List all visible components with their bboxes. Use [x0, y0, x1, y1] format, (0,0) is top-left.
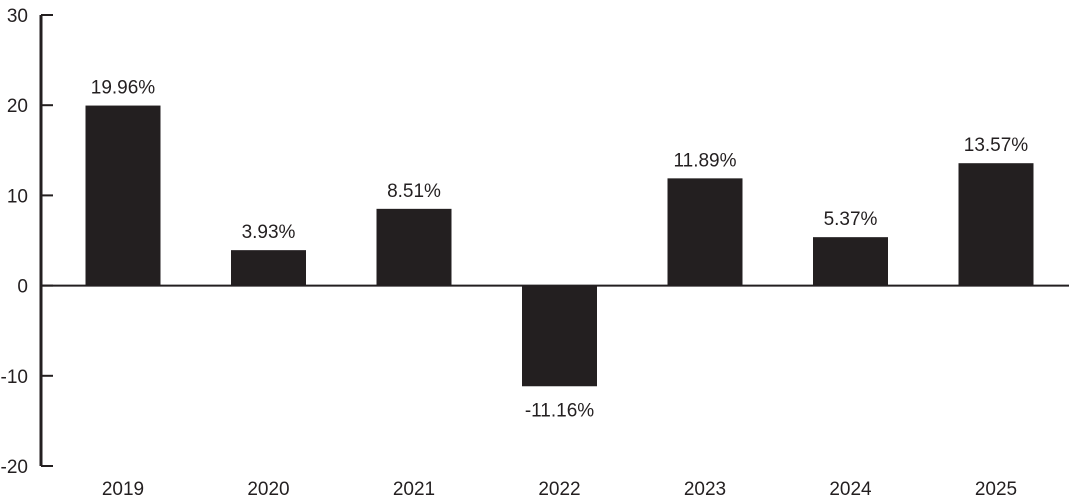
- x-tick-label-2025: 2025: [975, 479, 1017, 500]
- data-label-2020: 3.93%: [242, 222, 296, 243]
- x-tick-label-2023: 2023: [684, 479, 726, 500]
- y-tick-label: 20: [7, 96, 28, 117]
- x-axis: 2019 2020 2021 2022 2023 2024 2025: [41, 284, 1069, 500]
- x-tick-label-2019: 2019: [102, 479, 144, 500]
- bar-2019: [85, 105, 161, 286]
- y-tick-label: 10: [7, 186, 28, 207]
- data-label-2021: 8.51%: [387, 181, 441, 202]
- bar-2020: [231, 250, 306, 286]
- y-axis: 30 20 10 0 -10 -20: [1, 6, 53, 478]
- x-tick-label-2020: 2020: [247, 479, 289, 500]
- data-label-2022: -11.16%: [525, 400, 594, 421]
- data-label-2019: 19.96%: [91, 78, 156, 99]
- x-tick-label-2022: 2022: [538, 479, 580, 500]
- data-label-2024: 5.37%: [824, 209, 878, 230]
- data-label-2025: 13.57%: [964, 135, 1029, 156]
- y-tick-label: -20: [1, 457, 28, 478]
- y-tick-label: 30: [7, 6, 28, 27]
- data-labels: 19.96% 3.93% 8.51% -11.16% 11.89% 5.37% 13.57%: [91, 78, 1029, 422]
- bar-2025: [958, 163, 1034, 286]
- x-tick-label-2024: 2024: [829, 479, 872, 500]
- x-tick-label-2021: 2021: [393, 479, 435, 500]
- bar-2024: [813, 237, 888, 286]
- bar-2021: [376, 208, 452, 286]
- y-tick-label: 0: [17, 277, 28, 298]
- bar-2022: [522, 285, 597, 387]
- bar-2023: [667, 178, 743, 286]
- data-label-2023: 11.89%: [673, 150, 736, 171]
- y-tick-label: -10: [1, 367, 28, 388]
- bars: [85, 105, 1034, 387]
